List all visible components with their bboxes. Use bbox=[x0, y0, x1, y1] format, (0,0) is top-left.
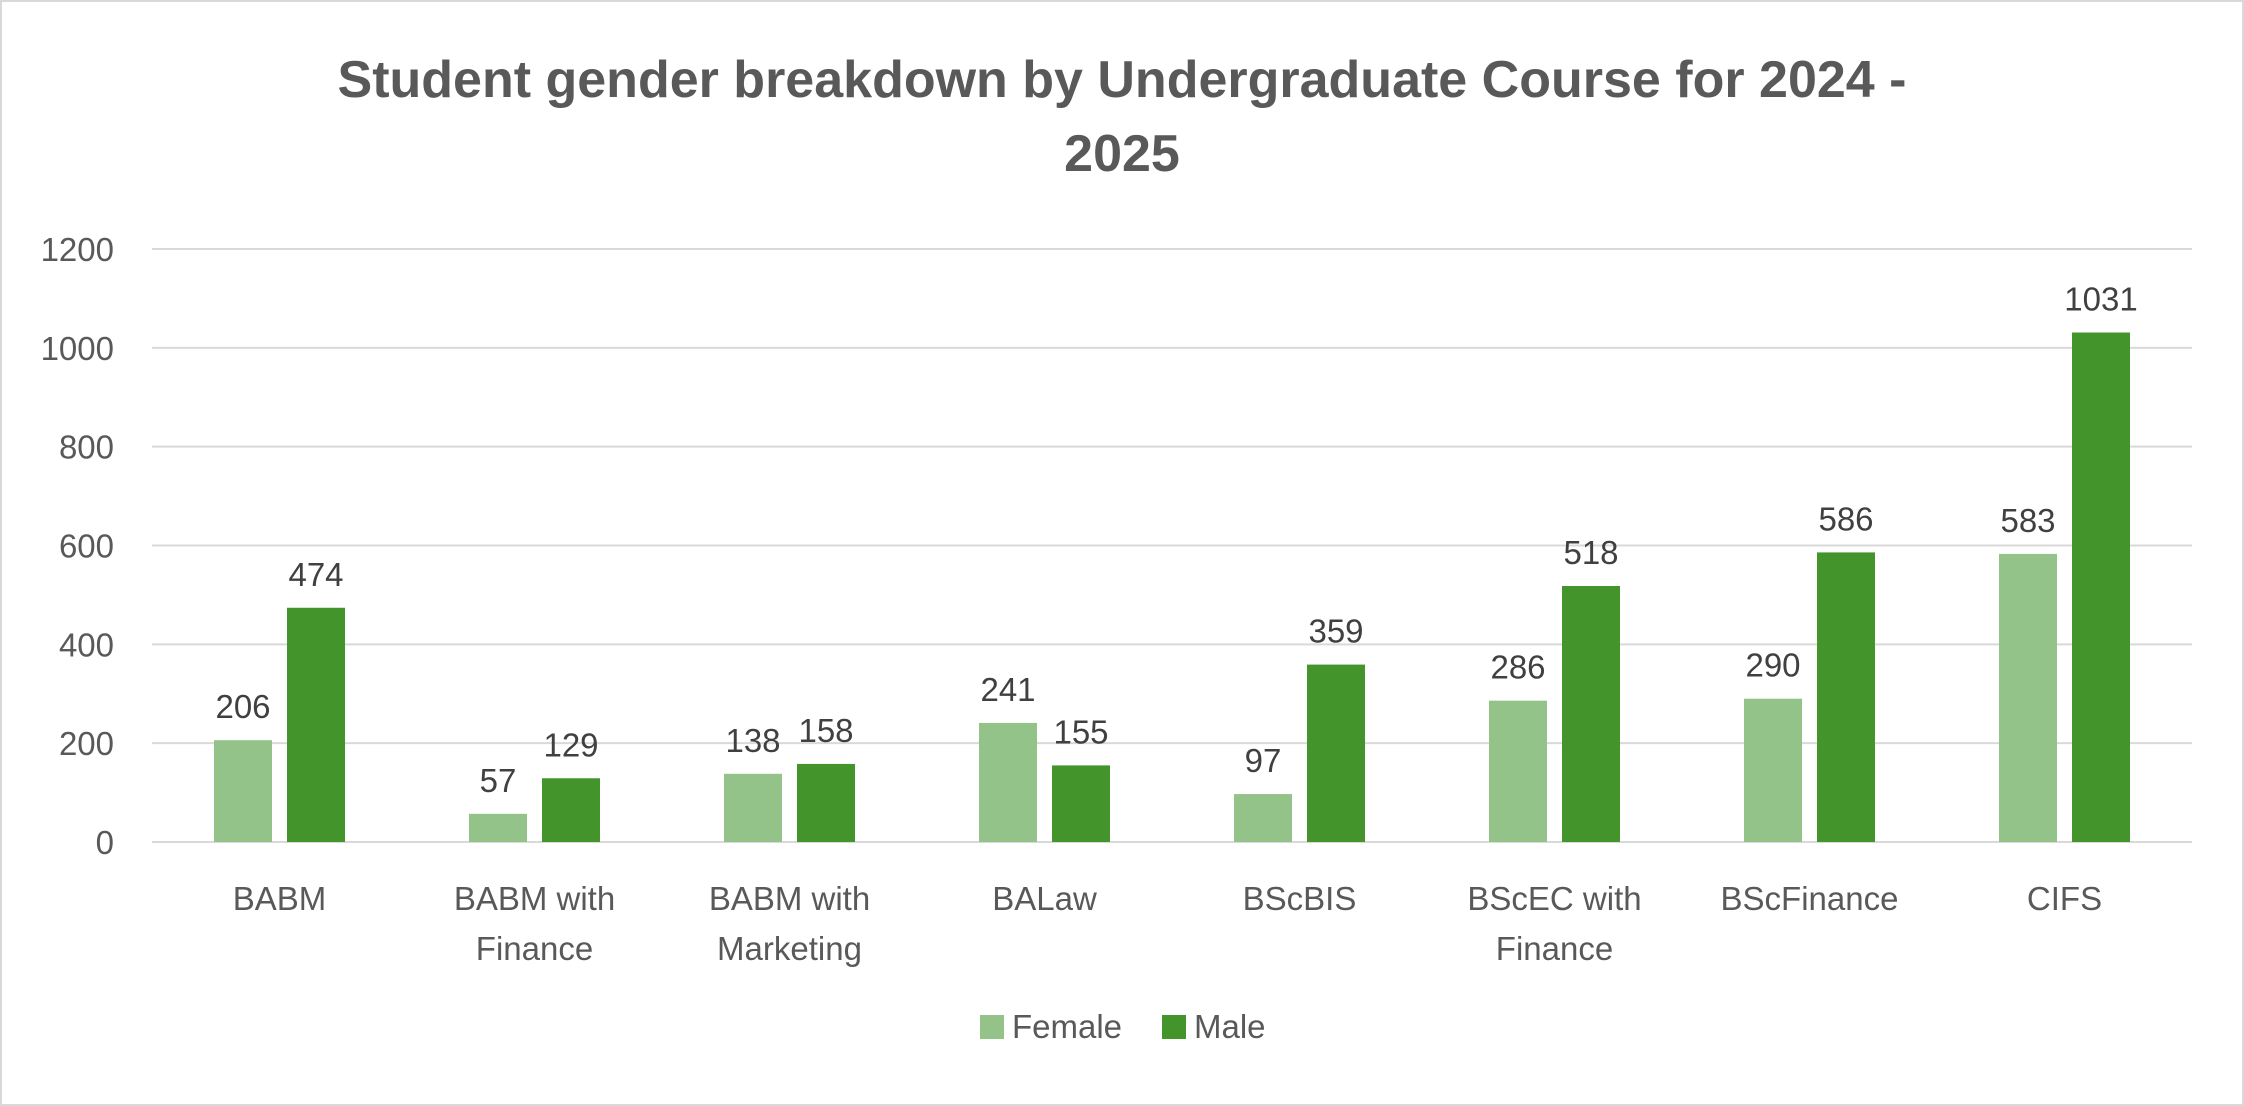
x-category-label-line: BABM with bbox=[709, 880, 870, 917]
legend-swatch-male bbox=[1162, 1015, 1186, 1039]
x-category-label-line: BALaw bbox=[992, 880, 1097, 917]
y-tick-label: 1200 bbox=[41, 231, 114, 268]
x-category-label-line: Finance bbox=[1496, 930, 1613, 967]
x-category-label: BALaw bbox=[992, 880, 1097, 917]
x-category-label: BABM with Finance bbox=[454, 880, 615, 967]
data-label-female: 206 bbox=[215, 688, 270, 725]
legend-swatch-female bbox=[980, 1015, 1004, 1039]
data-label-male: 1031 bbox=[2064, 281, 2137, 318]
bar-male-5 bbox=[1562, 586, 1620, 842]
data-label-female: 290 bbox=[1745, 647, 1800, 684]
legend-label-female: Female bbox=[1012, 1008, 1122, 1045]
y-tick-label: 1000 bbox=[41, 330, 114, 367]
bar-female-6 bbox=[1744, 698, 1802, 842]
x-category-label-line: BABM bbox=[233, 880, 327, 917]
chart-title: Student gender breakdown by Undergraduat… bbox=[338, 51, 1907, 183]
chart-title-line: Student gender breakdown by Undergraduat… bbox=[338, 51, 1907, 109]
data-label-female: 286 bbox=[1490, 649, 1545, 686]
data-label-female: 241 bbox=[980, 671, 1035, 708]
y-tick-label: 600 bbox=[59, 528, 114, 565]
y-tick-label: 400 bbox=[59, 626, 114, 663]
x-category-label: BABM bbox=[233, 880, 327, 917]
legend-label-male: Male bbox=[1194, 1008, 1266, 1045]
chart-title-line: 2025 bbox=[1064, 125, 1180, 183]
x-category-label: BScFinance bbox=[1721, 880, 1899, 917]
y-tick-label: 0 bbox=[96, 824, 114, 861]
data-labels: 206 474 57 129 138 158 241 155 97 359 286 518 290 586… bbox=[215, 281, 2137, 799]
data-label-male: 155 bbox=[1053, 713, 1108, 750]
data-label-female: 97 bbox=[1245, 742, 1282, 779]
x-category-label-line: BScFinance bbox=[1721, 880, 1899, 917]
data-label-female: 57 bbox=[480, 762, 517, 799]
y-tick-label: 200 bbox=[59, 725, 114, 762]
bar-female-4 bbox=[1234, 794, 1292, 842]
bar-male-1 bbox=[542, 778, 600, 842]
x-category-label-line: CIFS bbox=[2027, 880, 2102, 917]
data-label-female: 583 bbox=[2000, 502, 2055, 539]
x-category-label-line: BScBIS bbox=[1243, 880, 1357, 917]
y-tick-label: 800 bbox=[59, 429, 114, 466]
bar-male-7 bbox=[2072, 332, 2130, 842]
bar-male-4 bbox=[1307, 664, 1365, 842]
bars bbox=[214, 332, 2130, 842]
data-label-male: 518 bbox=[1563, 534, 1618, 571]
gridlines bbox=[152, 248, 2192, 843]
bar-female-0 bbox=[214, 740, 272, 842]
bar-female-3 bbox=[979, 722, 1037, 842]
x-category-label: BScEC with Finance bbox=[1467, 880, 1641, 967]
bar-female-5 bbox=[1489, 700, 1547, 842]
x-category-label: BABM with Marketing bbox=[709, 880, 870, 967]
bar-male-6 bbox=[1817, 552, 1875, 842]
bar-male-0 bbox=[287, 607, 345, 842]
x-category-label-line: Marketing bbox=[717, 930, 862, 967]
data-label-male: 158 bbox=[798, 712, 853, 749]
data-label-male: 359 bbox=[1308, 613, 1363, 650]
data-label-male: 129 bbox=[543, 726, 598, 763]
x-category-label-line: Finance bbox=[476, 930, 593, 967]
bar-female-2 bbox=[724, 773, 782, 842]
data-label-female: 138 bbox=[725, 722, 780, 759]
data-label-male: 474 bbox=[288, 556, 343, 593]
bar-male-2 bbox=[797, 763, 855, 842]
legend: Female Male bbox=[980, 1008, 1266, 1045]
bar-female-7 bbox=[1999, 553, 2057, 842]
data-label-male: 586 bbox=[1818, 500, 1873, 537]
x-category-label: BScBIS bbox=[1243, 880, 1357, 917]
bar-male-3 bbox=[1052, 765, 1110, 842]
x-category-label: CIFS bbox=[2027, 880, 2102, 917]
bar-female-1 bbox=[469, 813, 527, 842]
x-category-label-line: BABM with bbox=[454, 880, 615, 917]
y-axis-ticks: 0 200 400 600 800 1000 1200 bbox=[41, 231, 114, 861]
x-category-label-line: BScEC with bbox=[1467, 880, 1641, 917]
